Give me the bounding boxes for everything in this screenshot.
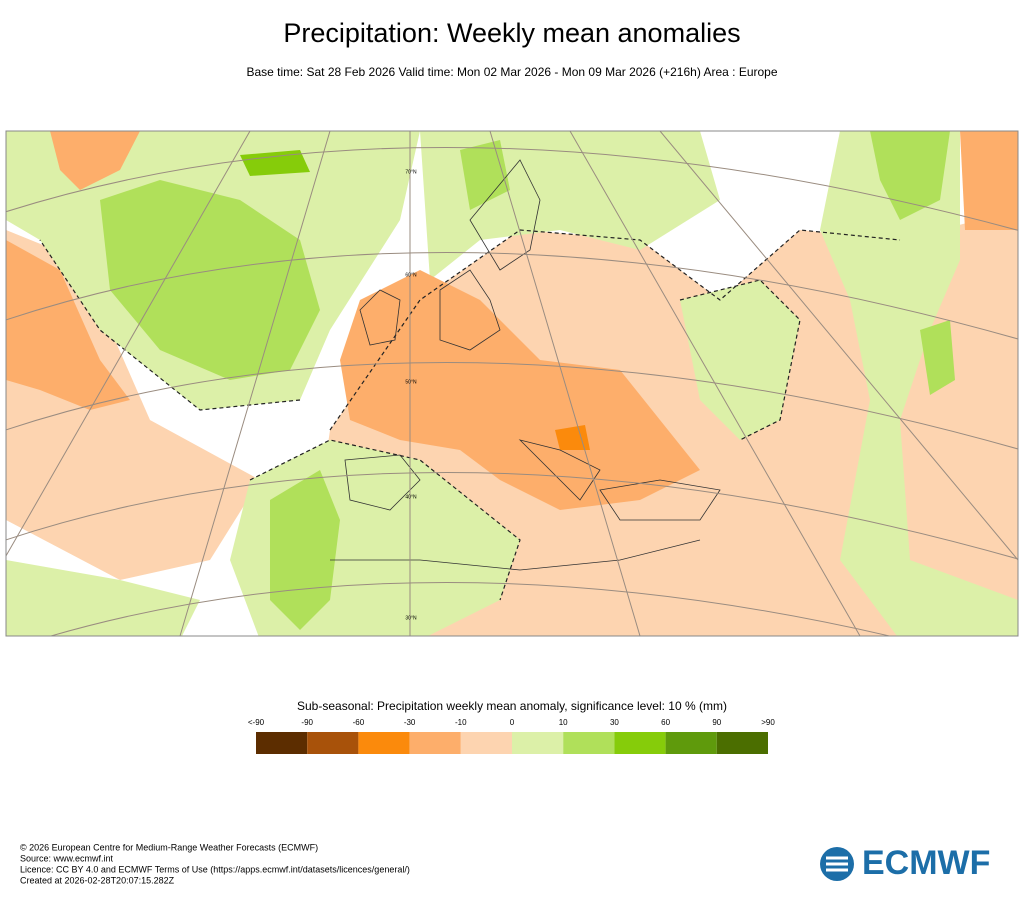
legend-label: 90 <box>712 718 721 727</box>
latitude-label: 40°N <box>405 494 417 500</box>
footer-line: Licence: CC BY 4.0 and ECMWF Terms of Us… <box>20 864 410 874</box>
anomaly-region <box>340 270 700 510</box>
footer: © 2026 European Centre for Medium-Range … <box>20 842 410 885</box>
graticule <box>6 131 1018 636</box>
logo: ECMWF <box>820 844 990 882</box>
legend-swatch <box>256 732 308 754</box>
legend-title: Sub-seasonal: Precipitation weekly mean … <box>297 699 727 713</box>
anomaly-region <box>50 131 140 190</box>
anomaly-region <box>920 320 955 395</box>
legend-swatch <box>512 732 564 754</box>
map-frame <box>5 130 1019 637</box>
latitude-label: 50°N <box>405 379 417 385</box>
anomaly-region <box>240 150 310 176</box>
legend-swatch <box>716 732 768 754</box>
anomaly-region <box>680 280 800 440</box>
latitude-label: 30°N <box>405 615 417 621</box>
legend-label: <-90 <box>248 718 265 727</box>
legend-label: >90 <box>761 718 775 727</box>
anomaly-region <box>6 560 200 636</box>
coastline <box>330 159 721 571</box>
legend-swatch <box>614 732 666 754</box>
map: 70°N 60°N 50°N 40°N 30°N <box>5 130 1019 637</box>
legend-label: -60 <box>353 718 365 727</box>
significance-contour <box>39 229 901 601</box>
legend-label: -90 <box>301 718 313 727</box>
anomaly-region <box>6 240 130 410</box>
title: Precipitation: Weekly mean anomalies <box>283 18 740 48</box>
legend-swatch <box>358 732 410 754</box>
footer-line: Created at 2026-02-28T20:07:15.282Z <box>20 875 175 885</box>
latitude-label: 60°N <box>405 272 417 278</box>
anomaly-region <box>870 131 950 220</box>
legend-label: -30 <box>404 718 416 727</box>
legend-label: 30 <box>610 718 619 727</box>
legend-swatch <box>665 732 717 754</box>
anomaly-region <box>820 131 1018 636</box>
legend-label: -10 <box>455 718 467 727</box>
latitude-label: 70°N <box>405 169 417 175</box>
legend-swatch <box>563 732 615 754</box>
anomaly-region <box>100 180 320 380</box>
legend-swatch <box>460 732 512 754</box>
legend-swatch <box>307 732 359 754</box>
legend: <-90 -90 -60 -30 -10 0 10 30 60 90 >90 <box>248 718 775 754</box>
legend-label: 60 <box>661 718 670 727</box>
footer-line: © 2026 European Centre for Medium-Range … <box>20 842 318 852</box>
footer-line: Source: www.ecmwf.int <box>20 853 114 863</box>
subtitle: Base time: Sat 28 Feb 2026 Valid time: M… <box>246 65 777 79</box>
anomaly-region <box>960 131 1018 230</box>
legend-label: 0 <box>510 718 515 727</box>
logo-text: ECMWF <box>862 844 990 882</box>
legend-swatch <box>409 732 461 754</box>
legend-label: 10 <box>559 718 568 727</box>
anomaly-region <box>555 425 590 450</box>
